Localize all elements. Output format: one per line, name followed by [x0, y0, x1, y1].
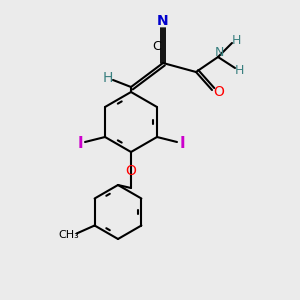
- Text: H: H: [231, 34, 241, 47]
- Text: N: N: [214, 46, 224, 59]
- Text: N: N: [157, 14, 169, 28]
- Text: C: C: [153, 40, 161, 52]
- Text: CH₃: CH₃: [58, 230, 79, 241]
- Text: I: I: [77, 136, 83, 151]
- Text: H: H: [103, 71, 113, 85]
- Text: I: I: [179, 136, 185, 151]
- Text: H: H: [234, 64, 244, 76]
- Text: O: O: [126, 164, 136, 178]
- Text: O: O: [214, 85, 224, 99]
